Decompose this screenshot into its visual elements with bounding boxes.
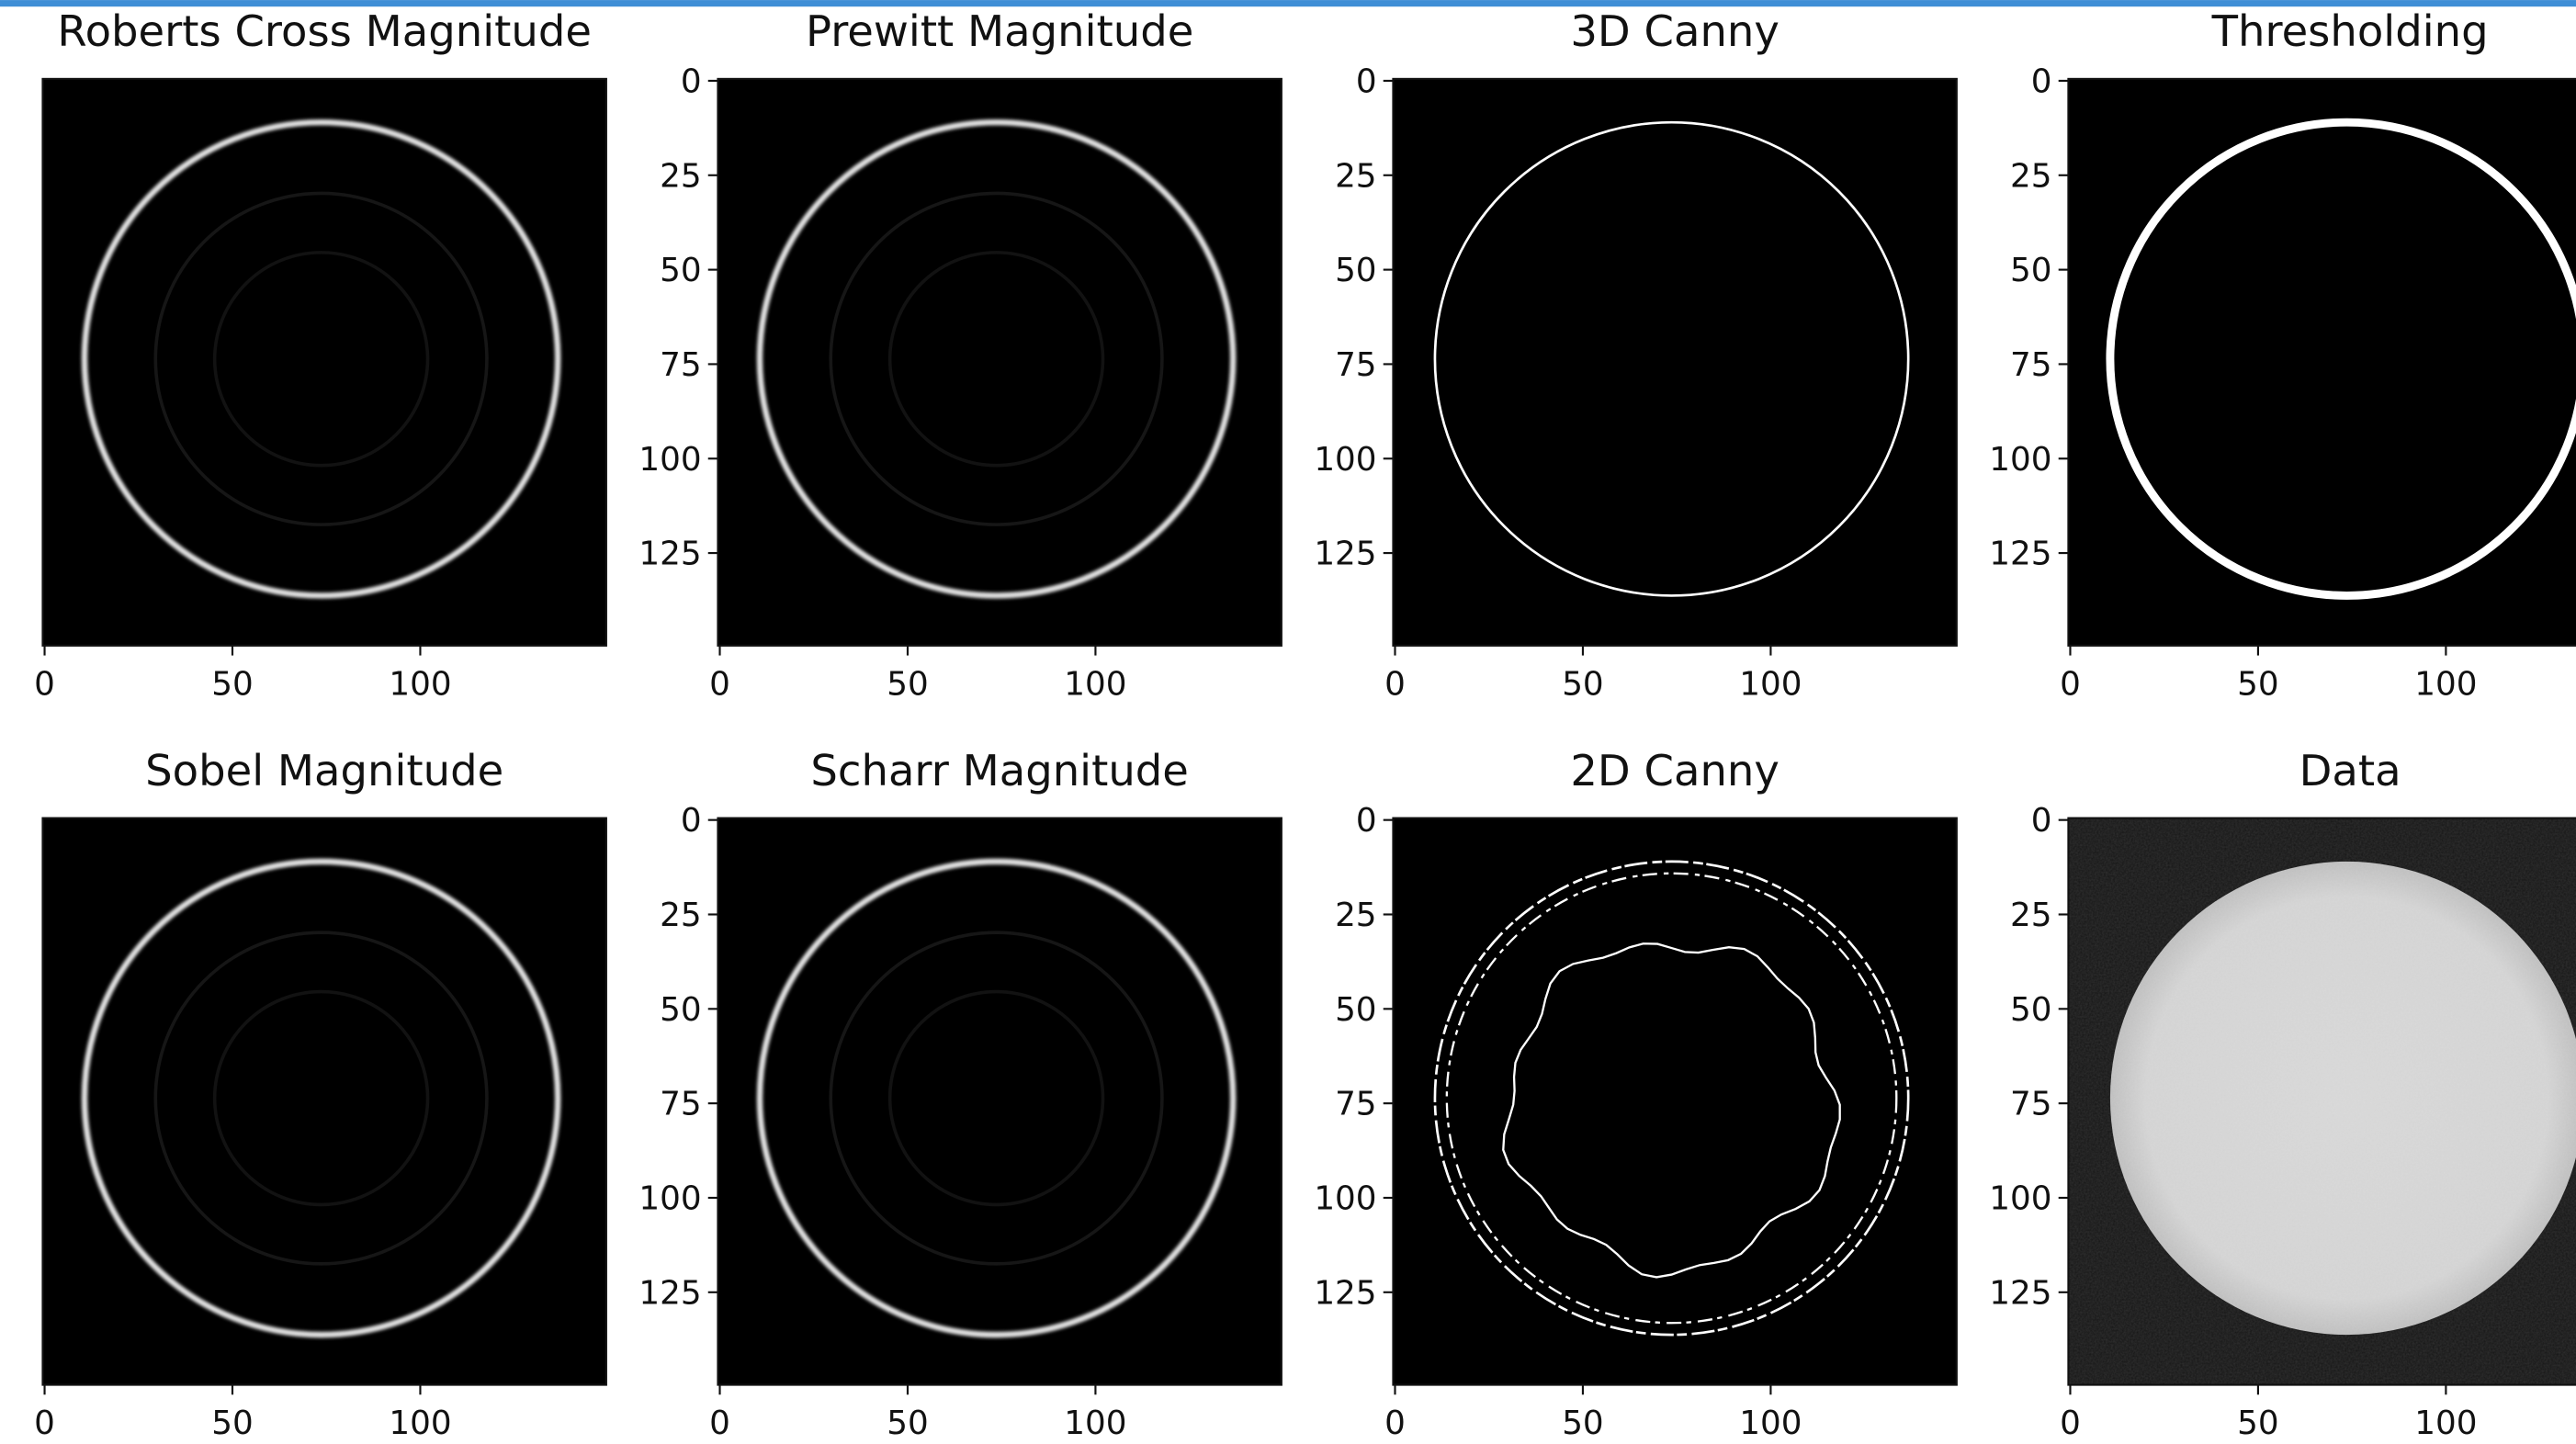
x-tick-label: 0 (709, 665, 730, 703)
y-tick-label: 50 (1335, 252, 1377, 289)
subplot-title: Prewitt Magnitude (806, 6, 1193, 56)
x-tick-label: 50 (211, 665, 254, 703)
y-tick-label: 50 (1335, 991, 1377, 1029)
y-tick-label: 25 (660, 157, 702, 195)
x-tick-label: 0 (1384, 665, 1406, 703)
x-tick-label: 100 (1739, 665, 1802, 703)
x-tick-label: 100 (389, 665, 451, 703)
x-tick-label: 100 (2414, 665, 2477, 703)
image-background (42, 818, 605, 1385)
y-tick-label: 75 (2010, 1086, 2052, 1123)
subplot: Roberts Cross Magnitude 0 50 100 (34, 6, 606, 703)
y-tick-label: 100 (638, 1179, 701, 1217)
y-tick-label: 100 (1989, 441, 2051, 479)
x-tick-label: 100 (1064, 665, 1126, 703)
x-tick-label: 50 (211, 1405, 254, 1442)
x-tick-label: 100 (1739, 1405, 1802, 1442)
subplot: Sobel Magnitude 0 50 100 (34, 746, 606, 1442)
y-tick-label: 125 (1989, 1274, 2051, 1312)
subplot-title: 3D Canny (1570, 6, 1779, 56)
subplot: 3D Canny 0 50 100 0 25 50 75 100 125 (1314, 6, 1957, 703)
x-tick-label: 100 (2414, 1405, 2477, 1442)
y-tick-label: 0 (681, 802, 702, 840)
x-tick-label: 50 (1562, 665, 1604, 703)
x-tick-label: 50 (2237, 665, 2279, 703)
y-tick-label: 125 (1989, 536, 2051, 573)
y-tick-label: 100 (638, 441, 701, 479)
subplot: 2D Canny 0 50 100 0 25 50 75 100 125 (1314, 746, 1957, 1442)
y-tick-label: 50 (660, 991, 702, 1029)
x-tick-label: 100 (389, 1405, 451, 1442)
subplot-title: Data (2299, 746, 2401, 795)
y-tick-label: 100 (1989, 1179, 2051, 1217)
y-tick-label: 50 (2010, 252, 2052, 289)
y-tick-label: 25 (1335, 157, 1377, 195)
image-background (2068, 79, 2576, 646)
x-tick-label: 100 (1064, 1405, 1126, 1442)
x-tick-label: 50 (887, 665, 929, 703)
y-tick-label: 25 (2010, 157, 2052, 195)
y-tick-label: 75 (1335, 1086, 1377, 1123)
x-tick-label: 0 (2060, 665, 2081, 703)
image-background (717, 79, 1281, 646)
y-tick-label: 50 (2010, 991, 2052, 1029)
image (2068, 79, 2576, 646)
y-tick-label: 75 (1335, 346, 1377, 384)
image-background (42, 79, 605, 646)
x-tick-label: 50 (2237, 1405, 2279, 1442)
image (717, 818, 1281, 1385)
y-tick-label: 100 (1314, 441, 1376, 479)
x-tick-label: 0 (34, 1405, 55, 1442)
page: {"chart_data": [ {"type": "image", "titl… (0, 0, 2576, 1444)
x-tick-label: 0 (34, 665, 55, 703)
subplot-title: Scharr Magnitude (810, 746, 1188, 795)
subplot-title: Roberts Cross Magnitude (57, 6, 592, 56)
figure: Roberts Cross Magnitude050100Prewitt Mag… (0, 0, 2576, 1444)
noise (2068, 818, 2576, 1385)
x-tick-label: 0 (709, 1405, 730, 1442)
subplot-title: Thresholding (2211, 6, 2489, 56)
image-background (717, 818, 1281, 1385)
x-tick-label: 50 (1562, 1405, 1604, 1442)
y-tick-label: 25 (2010, 897, 2052, 934)
y-tick-label: 75 (660, 346, 702, 384)
image (42, 79, 605, 646)
y-tick-label: 75 (660, 1086, 702, 1123)
y-tick-label: 0 (2031, 62, 2052, 100)
subplot-title: 2D Canny (1570, 746, 1779, 795)
y-tick-label: 100 (1314, 1179, 1376, 1217)
y-tick-label: 0 (1356, 802, 1377, 840)
y-tick-label: 125 (638, 1274, 701, 1312)
y-tick-label: 75 (2010, 346, 2052, 384)
subplot: Prewitt Magnitude 0 50 100 0 25 50 75 100 125 (638, 6, 1282, 703)
y-tick-label: 125 (638, 536, 701, 573)
y-tick-label: 0 (2031, 802, 2052, 840)
image (2068, 818, 2576, 1385)
image (1393, 818, 1956, 1385)
y-tick-label: 125 (1314, 536, 1376, 573)
y-tick-label: 125 (1314, 1274, 1376, 1312)
subplot: Thresholding 0 50 100 0 25 50 75 100 125 (1989, 6, 2576, 703)
x-tick-label: 50 (887, 1405, 929, 1442)
image (717, 79, 1281, 646)
y-tick-label: 0 (1356, 62, 1377, 100)
image (42, 818, 605, 1385)
window-edge (0, 0, 2576, 6)
subplot-title: Sobel Magnitude (145, 746, 503, 795)
subplot: Data 0 50 100 0 25 50 75 100 125 (1989, 746, 2576, 1442)
y-tick-label: 50 (660, 252, 702, 289)
image-background (1393, 79, 1956, 646)
x-tick-label: 0 (1384, 1405, 1406, 1442)
y-tick-label: 25 (1335, 897, 1377, 934)
image-background (1393, 818, 1956, 1385)
image (1393, 79, 1956, 646)
x-tick-label: 0 (2060, 1405, 2081, 1442)
subplot: Scharr Magnitude 0 50 100 0 25 50 75 100 125 (638, 746, 1282, 1442)
y-tick-label: 0 (681, 62, 702, 100)
y-tick-label: 25 (660, 897, 702, 934)
